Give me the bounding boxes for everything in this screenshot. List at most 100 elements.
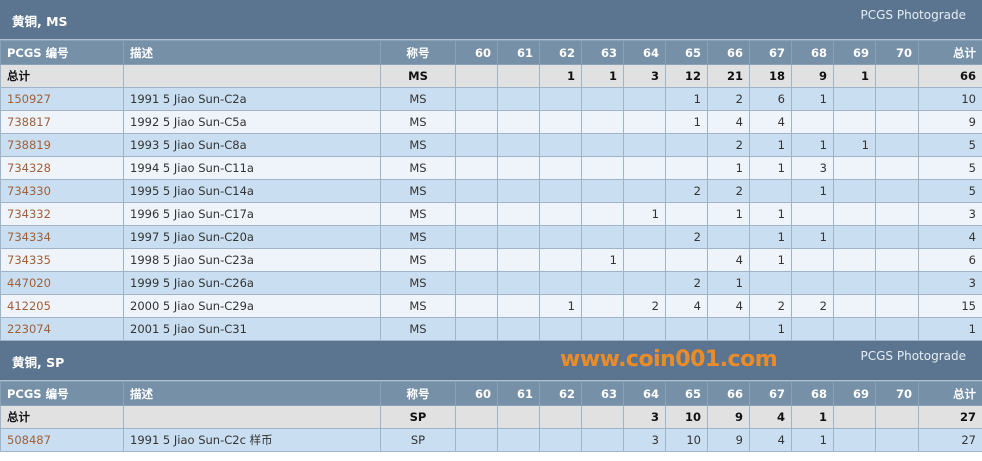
header-grade-63[interactable]: 63 <box>581 381 624 406</box>
grade-count[interactable]: 1 <box>749 317 792 341</box>
pcgs-number-link[interactable]: 447020 <box>0 271 124 295</box>
grade-count[interactable]: 1 <box>581 248 624 272</box>
header-grade-61[interactable]: 61 <box>497 381 540 406</box>
table-row: 734335 1998 5 Jiao Sun-C23a MS 1 4 1 6 <box>0 248 982 272</box>
grade-count[interactable]: 4 <box>665 294 708 318</box>
header-desc[interactable]: 描述 <box>123 381 381 406</box>
header-grade-60[interactable]: 60 <box>455 40 498 65</box>
grade-count[interactable]: 1 <box>665 87 708 111</box>
grade-count[interactable]: 1 <box>623 202 666 226</box>
header-grade-68[interactable]: 68 <box>791 40 834 65</box>
grade-count[interactable]: 1 <box>833 133 876 157</box>
grade-count <box>875 202 919 226</box>
grade-count[interactable]: 2 <box>707 87 750 111</box>
grade-count[interactable]: 1 <box>791 428 834 452</box>
grade-count[interactable]: 2 <box>623 294 666 318</box>
grade-count[interactable]: 2 <box>791 294 834 318</box>
header-grade-70[interactable]: 70 <box>875 40 919 65</box>
header-pcgs[interactable]: PCGS 编号 <box>0 381 124 406</box>
grade-count <box>581 317 624 341</box>
header-grade-64[interactable]: 64 <box>623 40 666 65</box>
header-total[interactable]: 总计 <box>918 381 982 406</box>
pcgs-number-link[interactable]: 150927 <box>0 87 124 111</box>
grade-count[interactable]: 10 <box>665 428 708 452</box>
header-designation[interactable]: 称号 <box>380 40 456 65</box>
grade-count <box>455 248 498 272</box>
grade-count <box>707 317 750 341</box>
grade-count[interactable]: 9 <box>707 428 750 452</box>
total-count: 1 <box>833 64 876 88</box>
grade-count[interactable]: 2 <box>665 271 708 295</box>
grade-count[interactable]: 2 <box>665 179 708 203</box>
header-grade-67[interactable]: 67 <box>749 381 792 406</box>
pcgs-number-link[interactable]: 223074 <box>0 317 124 341</box>
header-grade-62[interactable]: 62 <box>539 40 582 65</box>
grade-count[interactable]: 1 <box>539 294 582 318</box>
header-grade-70[interactable]: 70 <box>875 381 919 406</box>
header-grade-65[interactable]: 65 <box>665 40 708 65</box>
header-grade-60[interactable]: 60 <box>455 381 498 406</box>
grade-count <box>833 225 876 249</box>
pcgs-number-link[interactable]: 738819 <box>0 133 124 157</box>
grade-count <box>623 271 666 295</box>
grade-count[interactable]: 1 <box>749 225 792 249</box>
grade-count <box>539 271 582 295</box>
grade-count <box>455 294 498 318</box>
grade-count <box>539 87 582 111</box>
grade-count <box>749 179 792 203</box>
table-row: 508487 1991 5 Jiao Sun-C2c 样币 SP 3 10 9 4 1 27 <box>0 428 982 452</box>
header-grade-64[interactable]: 64 <box>623 381 666 406</box>
grade-count[interactable]: 6 <box>749 87 792 111</box>
grade-count[interactable]: 1 <box>791 87 834 111</box>
photograde-link[interactable]: PCGS Photograde <box>860 349 966 363</box>
designation: MS <box>380 156 456 180</box>
grade-count[interactable]: 1 <box>791 133 834 157</box>
header-grade-66[interactable]: 66 <box>707 40 750 65</box>
header-pcgs[interactable]: PCGS 编号 <box>0 40 124 65</box>
header-grade-68[interactable]: 68 <box>791 381 834 406</box>
grade-count[interactable]: 3 <box>623 428 666 452</box>
header-grade-67[interactable]: 67 <box>749 40 792 65</box>
grade-count[interactable]: 1 <box>707 156 750 180</box>
grade-count[interactable]: 1 <box>749 248 792 272</box>
pcgs-number-link[interactable]: 508487 <box>0 428 124 452</box>
grade-count[interactable]: 2 <box>707 179 750 203</box>
grade-count[interactable]: 1 <box>707 271 750 295</box>
pcgs-number-link[interactable]: 734335 <box>0 248 124 272</box>
grade-count[interactable]: 4 <box>707 294 750 318</box>
header-grade-66[interactable]: 66 <box>707 381 750 406</box>
grade-count[interactable]: 1 <box>749 202 792 226</box>
grade-count[interactable]: 1 <box>749 156 792 180</box>
header-grade-69[interactable]: 69 <box>833 381 876 406</box>
grade-count[interactable]: 1 <box>791 225 834 249</box>
pcgs-number-link[interactable]: 738817 <box>0 110 124 134</box>
grade-count[interactable]: 4 <box>707 248 750 272</box>
pcgs-number-link[interactable]: 412205 <box>0 294 124 318</box>
photograde-link[interactable]: PCGS Photograde <box>860 8 966 22</box>
grade-count[interactable]: 1 <box>791 179 834 203</box>
header-grade-65[interactable]: 65 <box>665 381 708 406</box>
pcgs-number-link[interactable]: 734330 <box>0 179 124 203</box>
pcgs-number-link[interactable]: 734334 <box>0 225 124 249</box>
header-grade-61[interactable]: 61 <box>497 40 540 65</box>
pcgs-number-link[interactable]: 734328 <box>0 156 124 180</box>
grade-count[interactable]: 2 <box>665 225 708 249</box>
grade-count[interactable]: 2 <box>707 133 750 157</box>
grade-count[interactable]: 4 <box>707 110 750 134</box>
header-grade-63[interactable]: 63 <box>581 40 624 65</box>
pcgs-number-link[interactable]: 734332 <box>0 202 124 226</box>
grade-count[interactable]: 1 <box>707 202 750 226</box>
grade-count[interactable]: 2 <box>749 294 792 318</box>
header-total[interactable]: 总计 <box>918 40 982 65</box>
table-row: 738817 1992 5 Jiao Sun-C5a MS 1 4 4 9 <box>0 110 982 134</box>
grade-count[interactable]: 1 <box>749 133 792 157</box>
header-grade-62[interactable]: 62 <box>539 381 582 406</box>
grade-count[interactable]: 4 <box>749 110 792 134</box>
grade-count <box>581 428 624 452</box>
grade-count[interactable]: 4 <box>749 428 792 452</box>
header-grade-69[interactable]: 69 <box>833 40 876 65</box>
grade-count[interactable]: 1 <box>665 110 708 134</box>
header-desc[interactable]: 描述 <box>123 40 381 65</box>
header-designation[interactable]: 称号 <box>380 381 456 406</box>
grade-count[interactable]: 3 <box>791 156 834 180</box>
